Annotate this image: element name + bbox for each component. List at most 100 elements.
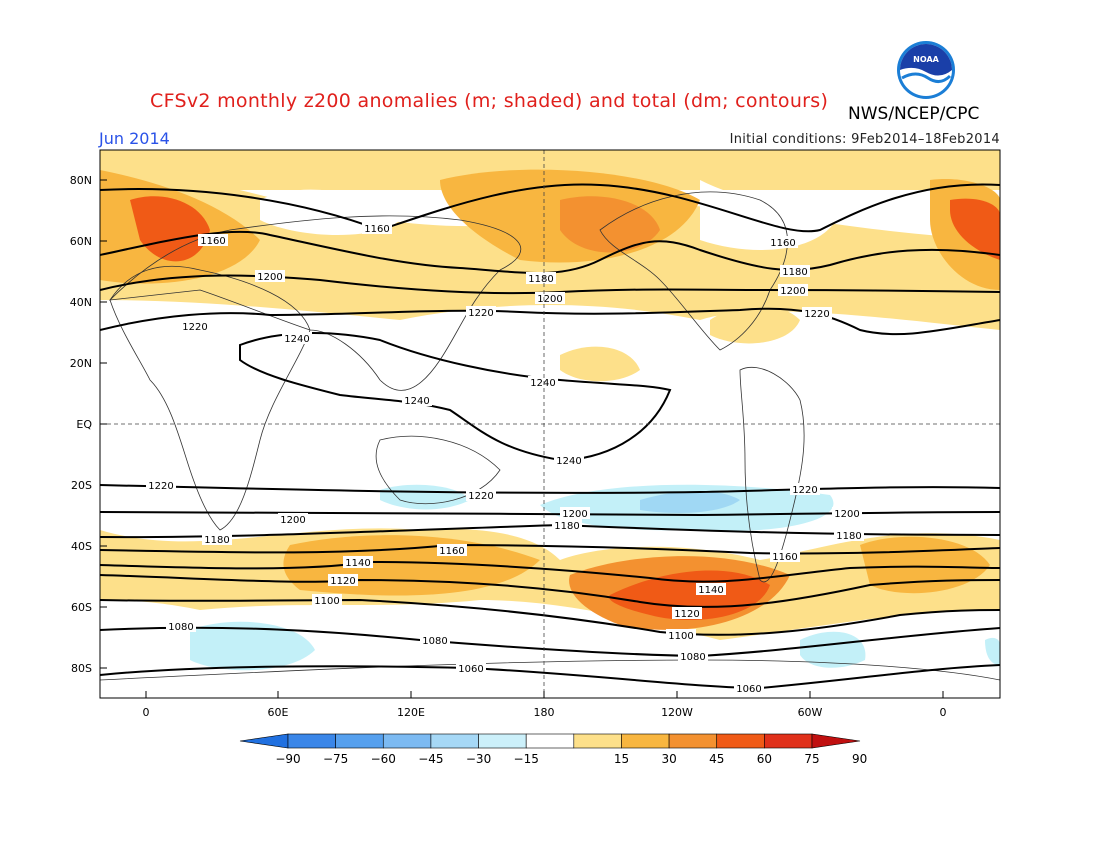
svg-text:1080: 1080 [168, 622, 193, 633]
shade-atlantic-sub [710, 305, 800, 344]
contour-1200-sh [100, 511, 1000, 517]
contour-label: 1140 [343, 556, 373, 569]
svg-text:1220: 1220 [182, 322, 207, 333]
contour-label: 1240 [528, 376, 558, 389]
contour-label: 1220 [466, 306, 496, 319]
colorbar-label: 30 [661, 752, 676, 766]
svg-text:1200: 1200 [537, 294, 562, 305]
contour-label: 1180 [552, 519, 582, 532]
svg-text:1180: 1180 [836, 531, 861, 542]
contour-label: 1140 [696, 583, 726, 596]
colorbar-box [621, 733, 670, 749]
colorbar-box [525, 733, 575, 749]
svg-text:1180: 1180 [528, 274, 553, 285]
svg-text:1200: 1200 [562, 509, 587, 520]
contour-label: 1100 [666, 629, 696, 642]
colorbar-label: 75 [804, 752, 819, 766]
colorbar-arrow-low [239, 733, 289, 749]
contour-labels: 1160 1160 1160 1180 1180 1200 1200 1200 … [146, 222, 864, 695]
lat-label: 40N [70, 296, 92, 309]
shade-tropical-pacific [560, 346, 640, 382]
colorbar-box [573, 733, 622, 749]
svg-text:1240: 1240 [284, 334, 309, 345]
contour-1140-sh [100, 560, 1000, 583]
contour-label: 1120 [328, 574, 358, 587]
contour-label: 1180 [780, 265, 810, 278]
lon-label: 180 [534, 706, 555, 719]
eurasia-outline [108, 215, 522, 391]
contour-label: 1180 [526, 272, 556, 285]
svg-text:1240: 1240 [556, 456, 581, 467]
contour-label: 1220 [146, 479, 176, 492]
svg-text:1160: 1160 [439, 546, 464, 557]
svg-text:1180: 1180 [204, 535, 229, 546]
lat-labels: 80N 60N 40N 20N EQ 20S 40S 60S 80S [70, 174, 93, 675]
lat-label: 80S [71, 662, 92, 675]
coastlines [100, 191, 1000, 681]
colorbar: −90 −75 −60 −45 −30 −15 15 30 45 60 75 90 [239, 733, 867, 766]
contour-label: 1240 [554, 454, 584, 467]
contour-label: 1220 [466, 489, 496, 502]
svg-text:1060: 1060 [458, 664, 483, 675]
svg-text:1240: 1240 [530, 378, 555, 389]
shade-neg-pacific-2 [640, 491, 740, 513]
colorbar-box [382, 733, 432, 749]
colorbar-box [716, 733, 765, 749]
contour-label: 1200 [560, 507, 590, 520]
north-america-outline [599, 191, 788, 351]
contour-label: 1220 [790, 483, 820, 496]
shade-pacific-red [560, 196, 660, 253]
contour-label: 1120 [672, 607, 702, 620]
svg-text:1160: 1160 [200, 236, 225, 247]
axis-ticks [100, 179, 944, 698]
contour-label: 1200 [255, 270, 285, 283]
svg-text:1200: 1200 [280, 515, 305, 526]
lat-label: 60S [71, 601, 92, 614]
lat-label: 60N [70, 235, 92, 248]
colorbar-arrow-high [811, 733, 861, 749]
colorbar-label: −75 [323, 752, 348, 766]
logo-text: NOAA [913, 55, 939, 64]
svg-text:1080: 1080 [422, 636, 447, 647]
antarctica-outline [100, 659, 1000, 681]
chart-title: CFSv2 monthly z200 anomalies (m; shaded)… [150, 90, 829, 112]
svg-text:1100: 1100 [668, 631, 693, 642]
lat-label: 20N [70, 357, 92, 370]
svg-text:1220: 1220 [468, 491, 493, 502]
shade-sepacific-red [609, 570, 770, 621]
colorbar-label: −90 [275, 752, 300, 766]
contour-label: 1200 [278, 513, 308, 526]
contour-1060-sh [100, 664, 1000, 690]
south-america-outline [739, 367, 805, 583]
colorbar-box [335, 733, 384, 749]
contour-1160-sh [100, 543, 1000, 555]
contour-label: 1080 [678, 650, 708, 663]
lon-labels: 0 60E 120E 180 120W 60W 0 [143, 706, 947, 719]
contour-label: 1100 [312, 594, 342, 607]
lat-label: 80N [70, 174, 92, 187]
svg-text:1180: 1180 [782, 267, 807, 278]
lat-label: 40S [71, 540, 92, 553]
reference-lines [100, 150, 1000, 698]
colorbar-box [430, 733, 479, 749]
shade-canada-gap [700, 180, 840, 250]
contour-label: 1200 [535, 292, 565, 305]
svg-text:1160: 1160 [364, 224, 389, 235]
svg-text:1100: 1100 [314, 596, 339, 607]
contour-label: 1160 [770, 550, 800, 563]
contour-1220-nh [100, 307, 1000, 336]
svg-text:1060: 1060 [736, 684, 761, 695]
svg-text:1140: 1140 [698, 585, 723, 596]
svg-text:1240: 1240 [404, 396, 429, 407]
contour-label: 1160 [198, 234, 228, 247]
svg-text:1120: 1120 [330, 576, 355, 587]
contour-label: 1220 [802, 307, 832, 320]
contour-label: 1080 [166, 620, 196, 633]
contour-label: 1160 [768, 236, 798, 249]
contour-1240 [239, 332, 672, 462]
colorbar-label: 45 [709, 752, 724, 766]
colorbar-box [764, 733, 813, 749]
contour-label: 1200 [832, 507, 862, 520]
contour-1100-sh [100, 598, 1000, 636]
